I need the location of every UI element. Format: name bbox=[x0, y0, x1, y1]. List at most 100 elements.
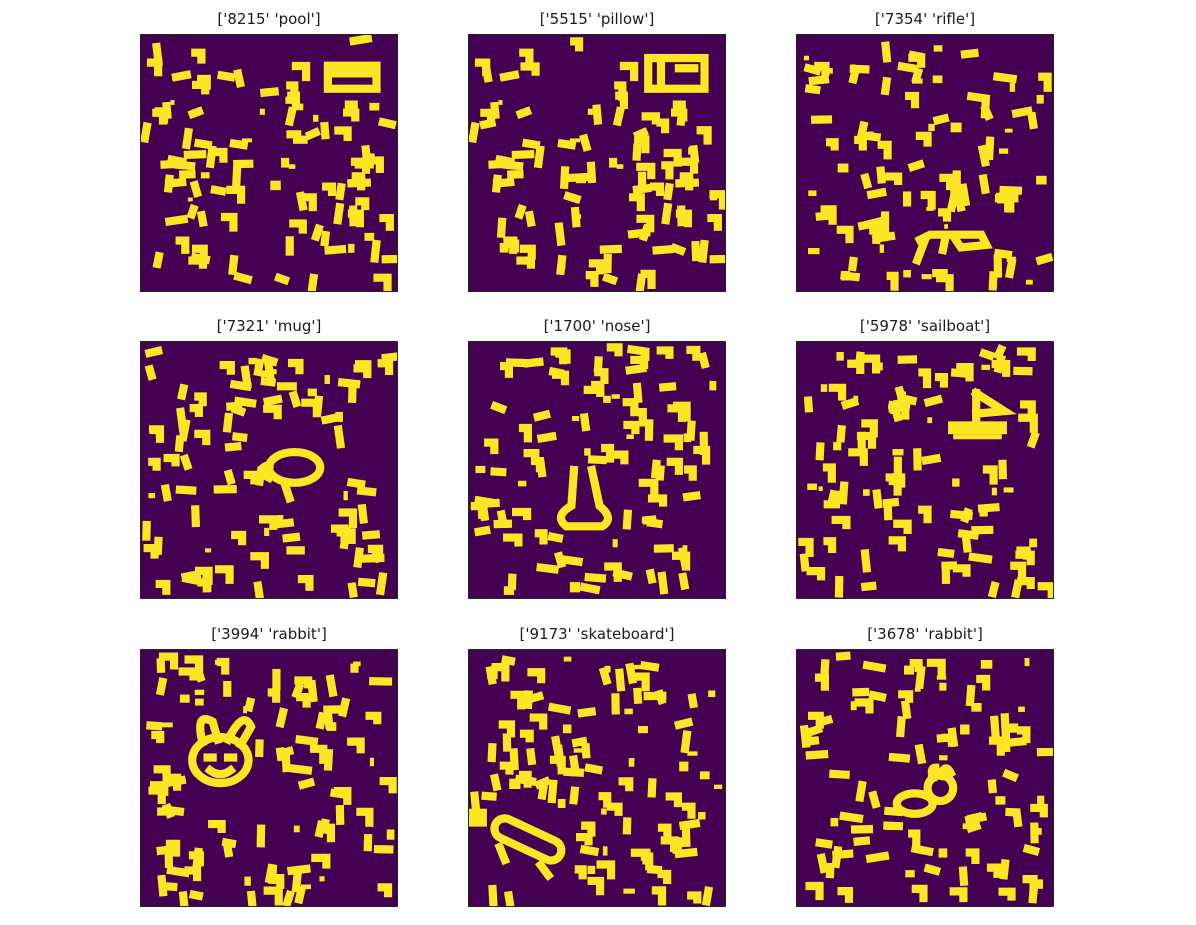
noise-stroke bbox=[657, 869, 672, 884]
noise-stroke bbox=[807, 483, 817, 490]
noise-stroke bbox=[517, 480, 527, 487]
noise-stroke bbox=[615, 668, 626, 692]
noise-stroke bbox=[693, 445, 711, 465]
noise-stroke bbox=[880, 76, 892, 96]
noise-stroke bbox=[231, 530, 247, 546]
noise-stroke bbox=[815, 442, 825, 461]
noise-stroke bbox=[193, 138, 213, 150]
noise-stroke bbox=[601, 272, 619, 286]
noise-stroke bbox=[883, 499, 893, 521]
noise-stroke bbox=[324, 375, 330, 384]
noise-stroke bbox=[965, 848, 980, 865]
noise-stroke bbox=[499, 70, 520, 82]
noise-stroke bbox=[474, 58, 491, 77]
noise-stroke bbox=[991, 487, 997, 496]
noise-stroke bbox=[872, 223, 882, 245]
noise-stroke bbox=[357, 503, 369, 524]
noise-stroke bbox=[226, 185, 246, 204]
panel-title: ['9173' 'skateboard'] bbox=[519, 625, 675, 643]
noise-stroke bbox=[1035, 252, 1053, 266]
noise-stroke bbox=[337, 377, 361, 389]
noise-stroke bbox=[986, 863, 1002, 878]
noise-stroke bbox=[888, 752, 911, 763]
noise-stroke bbox=[519, 48, 534, 64]
noise-stroke bbox=[971, 702, 982, 712]
noise-stroke bbox=[939, 682, 947, 691]
noise-stroke bbox=[561, 264, 566, 269]
noise-stroke bbox=[160, 483, 172, 502]
noise-stroke bbox=[367, 544, 384, 559]
noise-stroke bbox=[592, 104, 603, 125]
noise-stroke bbox=[155, 677, 168, 696]
noise-stroke bbox=[179, 694, 190, 703]
noise-stroke bbox=[214, 659, 224, 665]
noise-stroke bbox=[655, 465, 665, 481]
noise-stroke bbox=[470, 791, 481, 814]
noise-stroke bbox=[934, 372, 949, 388]
noise-stroke bbox=[681, 802, 696, 819]
noise-stroke bbox=[854, 351, 865, 368]
panel-title: ['5515' 'pillow'] bbox=[539, 10, 655, 28]
noise-stroke bbox=[561, 555, 584, 567]
noise-stroke bbox=[598, 666, 612, 686]
noise-stroke bbox=[952, 564, 971, 577]
noise-stroke bbox=[937, 547, 955, 559]
noise-stroke bbox=[329, 788, 350, 800]
noise-stroke bbox=[892, 449, 904, 456]
noise-stroke bbox=[633, 687, 643, 705]
noise-stroke bbox=[866, 187, 888, 200]
noise-stroke bbox=[347, 737, 365, 754]
noise-stroke bbox=[993, 344, 1007, 361]
noise-stroke bbox=[645, 568, 657, 585]
noise-stroke bbox=[888, 536, 907, 552]
noise-stroke bbox=[264, 863, 277, 884]
noise-stroke bbox=[1034, 879, 1044, 889]
noise-stroke bbox=[665, 792, 682, 808]
noise-stroke bbox=[473, 525, 491, 537]
panel-image-rabbit bbox=[140, 649, 398, 907]
noise-stroke bbox=[936, 274, 954, 291]
noise-stroke bbox=[244, 876, 251, 886]
noise-stroke bbox=[297, 777, 316, 790]
noise-stroke bbox=[310, 223, 324, 242]
noise-stroke bbox=[300, 193, 317, 212]
noise-stroke bbox=[865, 851, 890, 864]
noise-stroke bbox=[632, 382, 643, 404]
noise-stroke bbox=[836, 225, 854, 244]
noise-stroke bbox=[888, 476, 902, 496]
noise-stroke bbox=[297, 574, 314, 591]
noise-stroke bbox=[908, 50, 925, 62]
noise-stroke bbox=[221, 837, 237, 849]
noise-stroke bbox=[818, 486, 823, 491]
noise-stroke bbox=[960, 507, 973, 524]
noise-stroke bbox=[604, 665, 611, 673]
noise-stroke bbox=[373, 273, 392, 291]
noise-stroke bbox=[484, 438, 499, 455]
noise-stroke bbox=[1030, 803, 1048, 818]
noise-stroke bbox=[369, 102, 380, 111]
noise-stroke bbox=[514, 774, 537, 787]
rabbit-drawing-icon bbox=[892, 763, 958, 818]
noise-stroke bbox=[958, 866, 969, 887]
noise-stroke bbox=[586, 161, 597, 184]
noise-stroke bbox=[529, 713, 548, 730]
noise-stroke bbox=[623, 420, 640, 435]
noise-stroke bbox=[509, 778, 521, 790]
noise-stroke bbox=[350, 663, 359, 673]
noise-stroke bbox=[165, 839, 181, 857]
noise-stroke bbox=[191, 505, 201, 528]
noise-stroke bbox=[569, 582, 581, 593]
noise-stroke bbox=[516, 256, 536, 269]
noise-stroke bbox=[624, 708, 633, 715]
noise-stroke bbox=[231, 432, 248, 443]
noise-stroke bbox=[982, 465, 998, 485]
noise-stroke bbox=[333, 424, 346, 449]
noise-stroke bbox=[307, 273, 319, 291]
noise-stroke bbox=[966, 811, 984, 824]
noise-stroke bbox=[490, 467, 507, 477]
noise-stroke bbox=[342, 108, 360, 122]
noise-stroke bbox=[579, 133, 592, 152]
noise-stroke bbox=[214, 565, 234, 584]
noise-stroke bbox=[681, 823, 691, 847]
noise-stroke bbox=[505, 358, 528, 368]
